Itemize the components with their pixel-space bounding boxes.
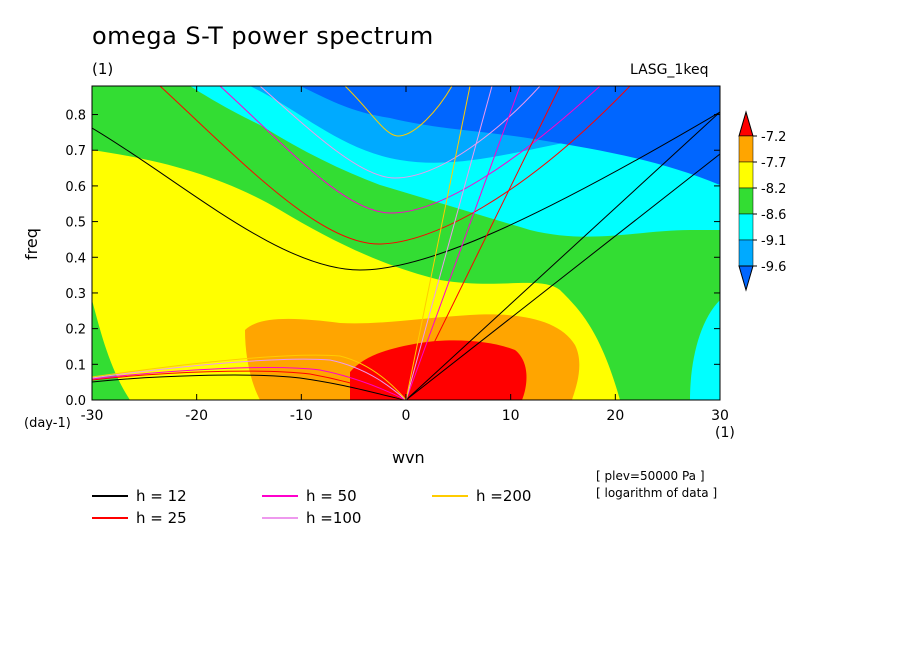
legend-label: h = 25: [136, 509, 187, 527]
colorbar-segment: [738, 161, 754, 189]
colorbar-segment: [738, 239, 754, 267]
y-tick-label: 0.3: [65, 287, 86, 302]
x-tick-label: -20: [185, 408, 208, 424]
chart-title: omega S-T power spectrum: [92, 22, 434, 50]
colorbar-segment: [738, 187, 754, 215]
x-tick-label: -30: [81, 408, 104, 424]
curve-h100-left: [92, 358, 407, 400]
colorbar-label: -7.7: [761, 156, 786, 171]
legend-label: h = 12: [136, 487, 187, 505]
kelvin-h100: [405, 86, 493, 400]
kelvin-h50: [405, 86, 521, 400]
kelvin-h12: [405, 153, 720, 400]
y-tick-label: 0.5: [65, 216, 86, 231]
x-tick-label: 20: [606, 408, 624, 424]
y-tick-label: 0.4: [65, 251, 86, 266]
y-axis: 0.0 0.1 0.2 0.3 0.4 0.5 0.6 0.7 0.8: [65, 109, 720, 409]
colorbar-segment: [738, 135, 754, 163]
curve-h50-left: [92, 367, 407, 400]
model-label: LASG_1keq: [630, 62, 709, 78]
x-axis-unit: (1): [715, 425, 735, 441]
curve-h25-top: [159, 86, 631, 245]
curve-h12-top: [92, 111, 720, 271]
colorbar: -7.2 -7.7 -8.2 -8.6 -9.1 -9.6: [738, 110, 786, 292]
colorbar-label: -8.2: [761, 182, 786, 197]
curve-h25-left: [92, 370, 407, 400]
x-axis: -30 -20 -10 0 10 20 30: [81, 86, 729, 424]
y-tick-label: 0.2: [65, 323, 86, 338]
y-tick-label: 0.0: [65, 394, 86, 409]
kelvin-h25: [405, 86, 561, 400]
x-tick-label: 10: [502, 408, 520, 424]
y-axis-label: freq: [22, 228, 41, 260]
curve-h200-top: [344, 86, 453, 137]
colorbar-segment: [738, 213, 754, 241]
y-axis-unit: (day-1): [24, 416, 71, 431]
chart-subtitle: (1): [92, 60, 114, 78]
y-tick-label: 0.1: [65, 358, 86, 373]
legend-label: h =100: [306, 509, 361, 527]
curve-h200-left: [92, 354, 407, 400]
colorbar-bottom-arrow: [738, 265, 754, 292]
note-log: [ logarithm of data ]: [596, 486, 718, 500]
legend-lines: h = 12 h = 25 h = 50 h =100 h =200: [92, 487, 531, 527]
colorbar-label: -7.2: [761, 130, 786, 145]
x-tick-label: 30: [711, 408, 729, 424]
spectrum-field: [92, 86, 720, 400]
legend-label: h =200: [476, 487, 531, 505]
colorbar-top-arrow: [738, 110, 754, 137]
curve-h50-top: [219, 86, 601, 214]
kelvin-h12b: [405, 111, 720, 400]
curve-h100-top: [259, 86, 541, 179]
kelvin-h200: [405, 86, 471, 400]
x-axis-label: wvn: [392, 448, 425, 467]
y-tick-label: 0.6: [65, 180, 86, 195]
y-tick-label: 0.7: [65, 144, 86, 159]
y-tick-label: 0.8: [65, 109, 86, 124]
colorbar-label: -8.6: [761, 208, 786, 223]
curve-h12-left: [92, 374, 407, 400]
colorbar-label: -9.6: [761, 260, 786, 275]
colorbar-label: -9.1: [761, 234, 786, 249]
field-fill-darkblue: [300, 86, 720, 185]
x-tick-label: 0: [402, 408, 411, 424]
note-plev: [ plev=50000 Pa ]: [596, 469, 705, 483]
legend-label: h = 50: [306, 487, 357, 505]
x-tick-label: -10: [290, 408, 313, 424]
